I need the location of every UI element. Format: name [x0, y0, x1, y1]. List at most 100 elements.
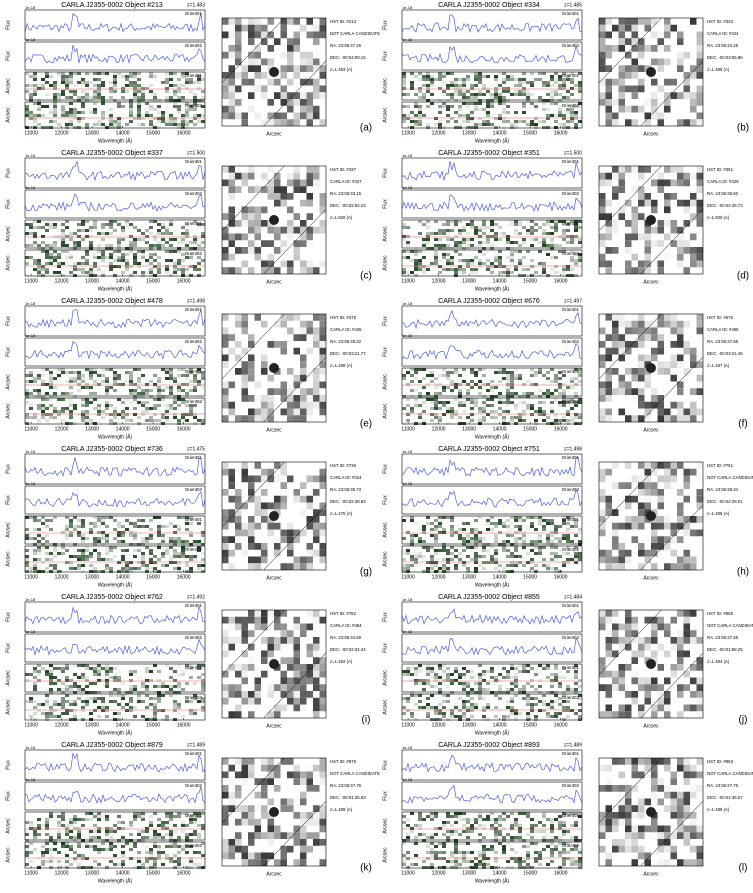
image-pixel: [319, 72, 326, 79]
spectrum-2d-pixel: [181, 256, 185, 259]
spectrum-2d-pixel: [578, 380, 582, 383]
spectrum-2d-pixel: [129, 244, 133, 247]
spectrum-2d-pixel: [165, 691, 169, 694]
spectrum-2d-pixel: [554, 226, 558, 229]
spectrum-2d-pixel: [538, 99, 542, 102]
spectrum-2d-pixel: [77, 703, 81, 706]
spectrum-2d-pixel: [458, 416, 462, 419]
spectrum-2d-pixel: [97, 93, 101, 96]
spectrum-2d-pixel: [402, 223, 406, 226]
spectrum-2d-pixel: [61, 691, 65, 694]
spectrum-2d-pixel: [157, 528, 161, 531]
image-pixel: [248, 58, 255, 66]
spectrum-2d-pixel: [578, 84, 582, 87]
spectrum-2d-pixel: [33, 377, 37, 380]
spectrum-2d-pixel: [530, 404, 534, 407]
image-pixel: [670, 462, 677, 469]
image-pixel: [254, 462, 261, 469]
arcsec-label: Arcsec: [5, 403, 11, 419]
spectrum-2d-pixel: [33, 413, 37, 416]
spectrum-2d-pixel: [514, 374, 518, 377]
spectrum-2d-pixel: [165, 549, 169, 552]
spectrum-2d-pixel: [97, 395, 101, 398]
spectrum-2d-pixel: [153, 108, 157, 111]
spectrum-2d-pixel: [25, 537, 29, 540]
spectrum-2d-pixel: [157, 223, 161, 226]
spectrum-2d-pixel: [157, 271, 161, 274]
spectrum-2d-pixel: [566, 389, 570, 392]
spectrum-2d-pixel: [450, 534, 454, 537]
spectrum-2d-pixel: [129, 570, 133, 573]
spectrum-2d-pixel: [502, 111, 506, 114]
spectrum-2d-pixel: [81, 404, 85, 407]
image-pixel: [612, 247, 619, 254]
spectrum-2d-pixel: [514, 525, 518, 528]
spectrum-2d-pixel: [418, 114, 422, 117]
image-pixel: [280, 536, 287, 543]
spectrum-2d-pixel: [153, 567, 157, 570]
image-pixel: [599, 78, 606, 86]
spectrum-2d-pixel: [157, 691, 161, 694]
spectrum-2d-pixel: [434, 407, 438, 410]
spectrum-2d-pixel: [169, 561, 173, 564]
image-pixel: [287, 38, 294, 45]
spectrum-2d-pixel: [137, 102, 141, 105]
image-pixel: [241, 206, 248, 214]
spectrum-2d-pixel: [566, 78, 570, 81]
spectrum-2d-pixel: [522, 268, 526, 271]
image-pixel: [670, 401, 677, 409]
orient-label: Orient02: [562, 339, 580, 344]
spectrum-2d-pixel: [189, 90, 193, 93]
spectrum-2d-pixel: [454, 371, 458, 374]
spectrum-2d-pixel: [121, 561, 125, 564]
image-pixel: [274, 320, 281, 328]
image-pixel: [664, 92, 671, 99]
spectrum-2d-pixel: [426, 90, 430, 93]
image-pixel: [664, 193, 671, 200]
spectrum-2d-pixel: [25, 244, 29, 247]
spectrum-2d-pixel: [546, 543, 550, 546]
spectrum-2d-pixel: [161, 244, 165, 247]
image-pixel: [683, 556, 690, 564]
spectrum-2d-pixel: [129, 108, 133, 111]
image-pixel: [280, 260, 287, 268]
image-pixel: [664, 314, 671, 321]
image-pixel: [287, 475, 294, 483]
spectrum-2d-pixel: [550, 540, 554, 543]
spectrum-2d-pixel: [97, 715, 101, 718]
spectrum-2d-pixel: [578, 368, 582, 371]
spectrum-2d-pixel: [25, 700, 29, 703]
spectrum-2d-pixel: [506, 256, 510, 259]
spectrum-2d-pixel: [446, 123, 450, 126]
spectrum-2d-pixel: [550, 114, 554, 117]
spectrum-2d-pixel: [518, 78, 522, 81]
slit-line: [640, 357, 704, 423]
spectrum-2d-pixel: [470, 262, 474, 265]
spectrum-2d-pixel: [570, 416, 574, 419]
spectrum-2d-pixel: [69, 410, 73, 413]
image-pixel: [293, 408, 300, 416]
image-pixel: [287, 105, 294, 113]
spectrum-2d-pixel: [430, 546, 434, 549]
orient-label: Orient01: [562, 11, 580, 16]
spectrum-2d-pixel: [538, 395, 542, 398]
image-pixel: [287, 536, 294, 543]
spectrum-2d-pixel: [121, 700, 125, 703]
image-pixel: [300, 395, 307, 402]
image-pixel: [280, 395, 287, 402]
spectrum-2d-pixel: [454, 108, 458, 111]
spectrum-2d-pixel: [121, 549, 125, 552]
spectrum-2d-pixel: [506, 383, 510, 386]
spectrum-2d-pixel: [137, 72, 141, 75]
spectrum-2d-pixel: [466, 75, 470, 78]
scale-label: 1e-18: [25, 153, 36, 158]
panel-label: (c): [360, 271, 372, 282]
spectrum-2d-pixel: [502, 419, 506, 422]
spectrum-2d-pixel: [37, 389, 41, 392]
spectrum-2d-pixel: [25, 256, 29, 259]
spectrum-2d-pixel: [89, 235, 93, 238]
axes-frame: [24, 545, 206, 573]
spectrum-2d-pixel: [177, 552, 181, 555]
image-pixel: [287, 206, 294, 214]
spectrum-2d-pixel: [117, 241, 121, 244]
